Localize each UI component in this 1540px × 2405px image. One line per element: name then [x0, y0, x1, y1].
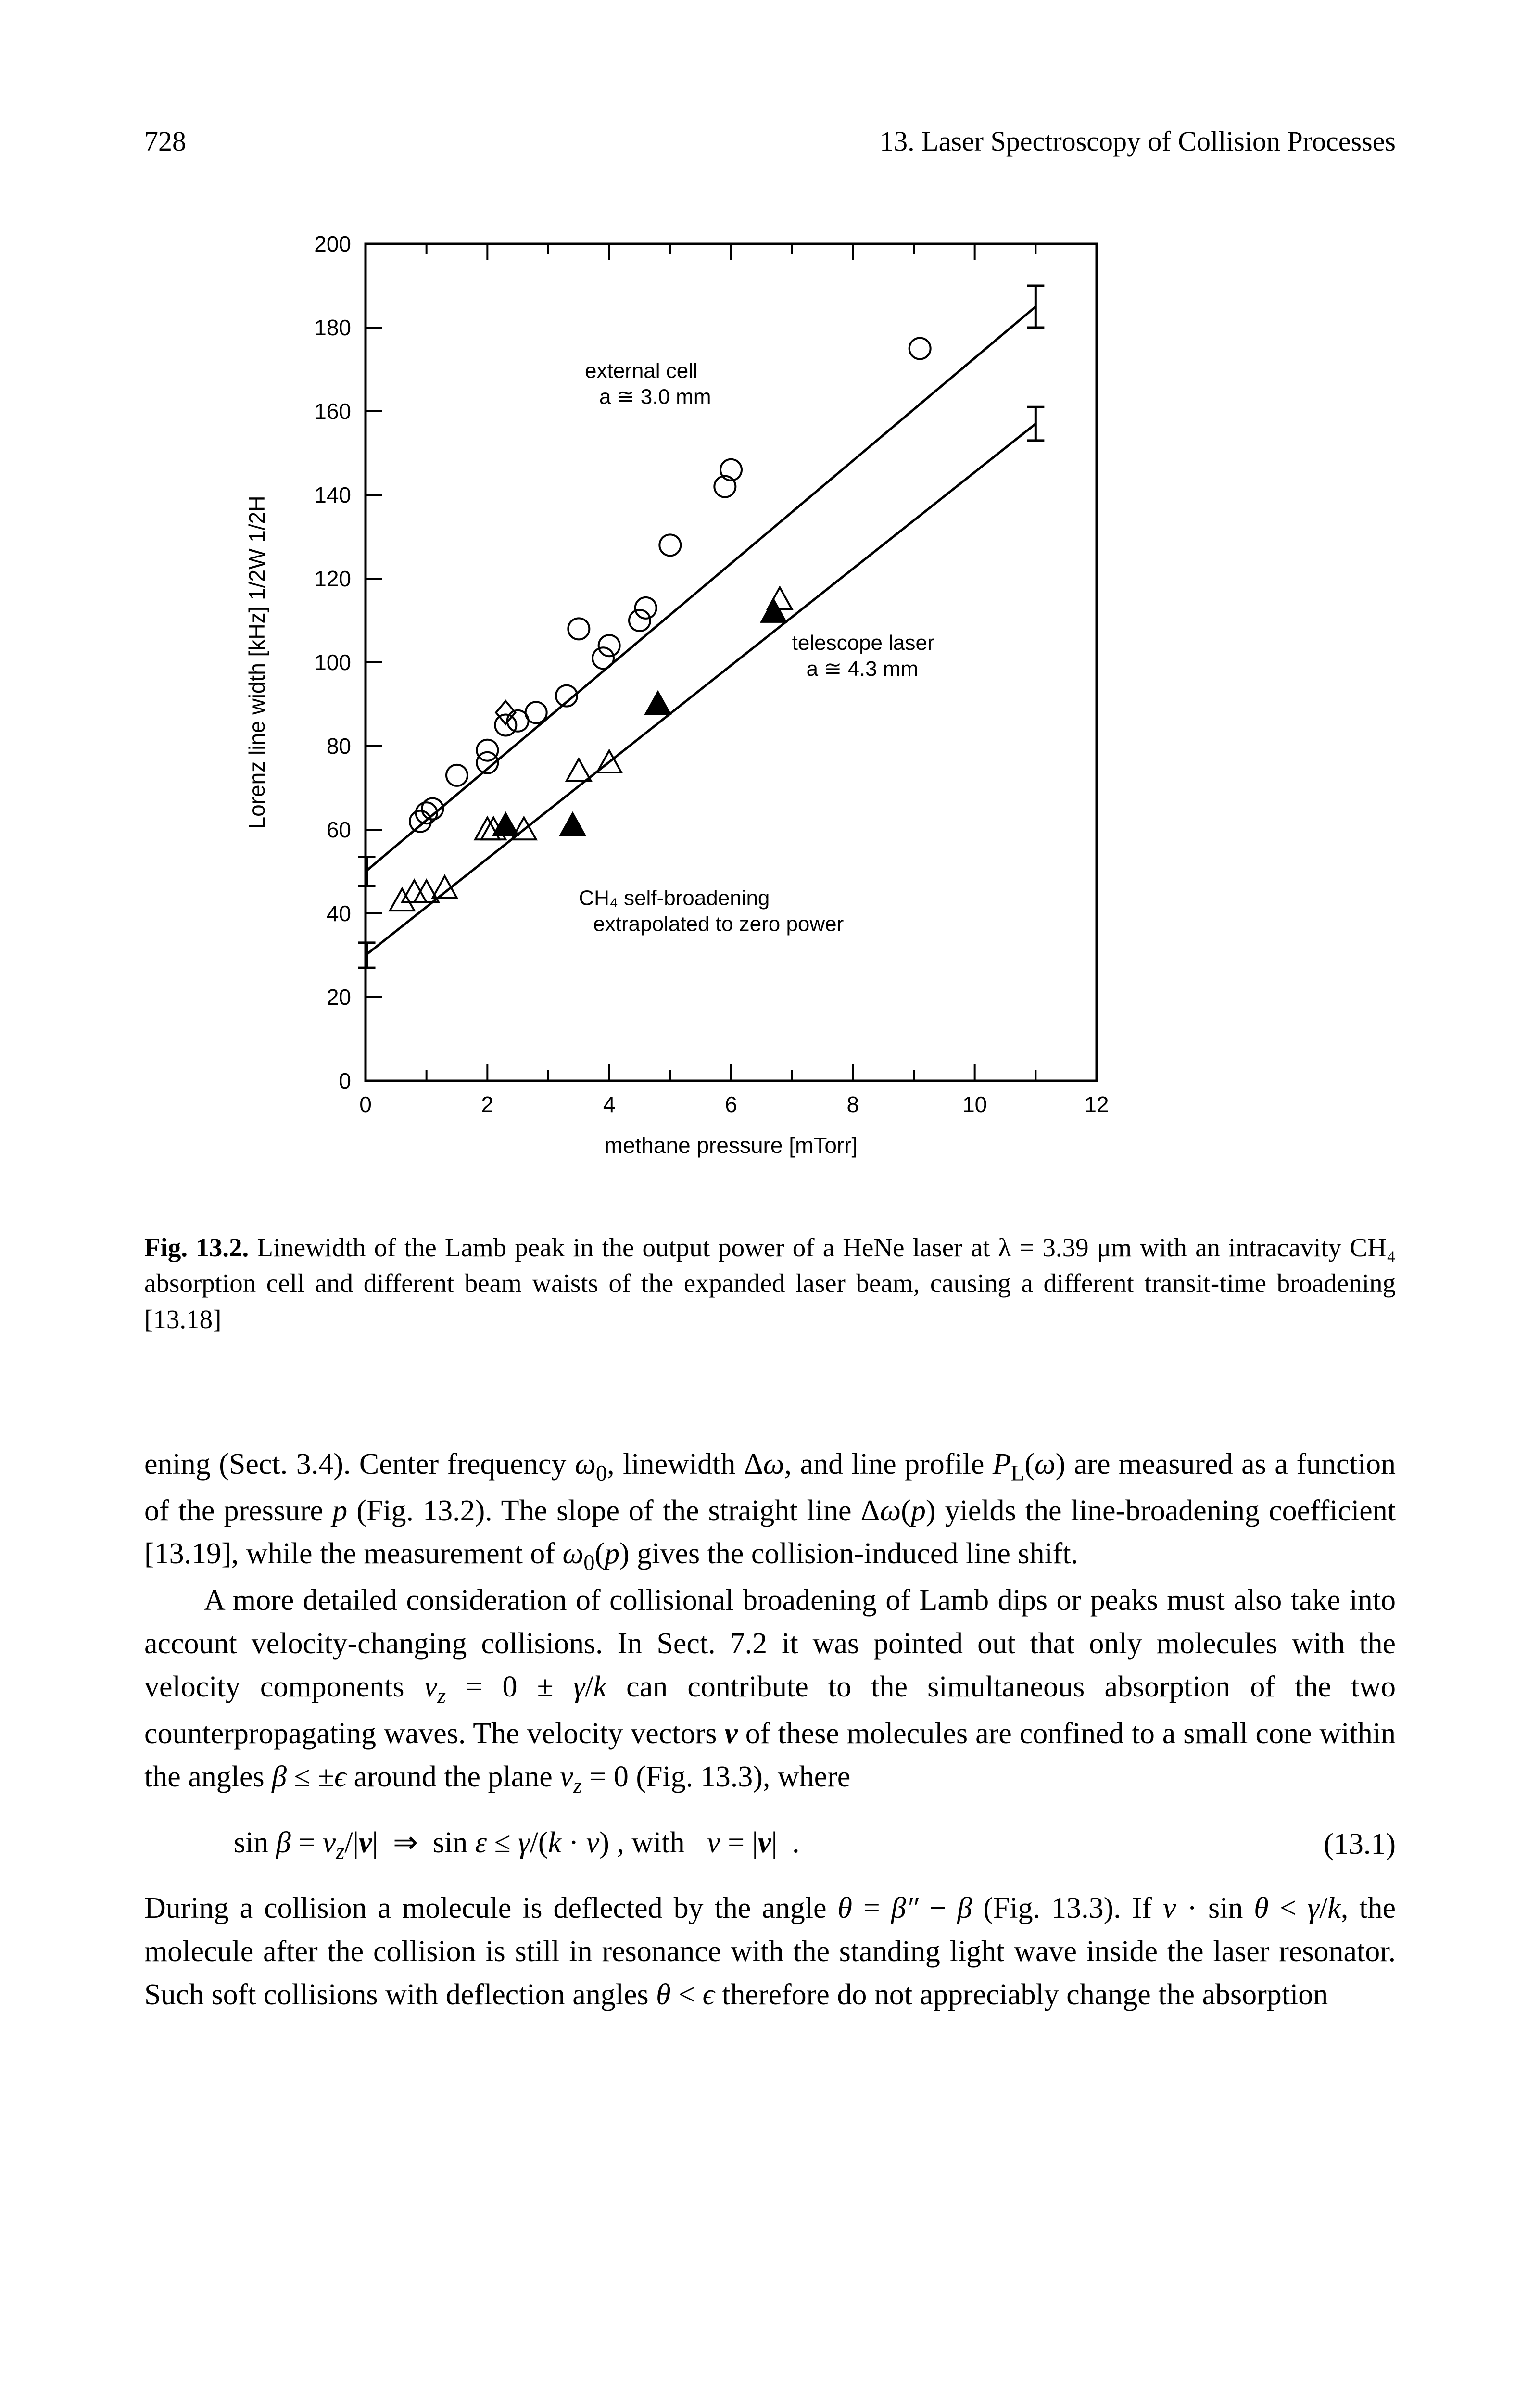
equation-13-1: sin β = vz/|v| ⇒ sin ε ≤ γ/(k · v) , wit… [144, 1822, 1396, 1868]
page-number: 728 [144, 125, 186, 157]
svg-text:8: 8 [847, 1092, 859, 1117]
svg-text:4: 4 [603, 1092, 616, 1117]
svg-text:methane pressure [mTorr]: methane pressure [mTorr] [605, 1133, 858, 1158]
equation-body: sin β = vz/|v| ⇒ sin ε ≤ γ/(k · v) , wit… [144, 1822, 800, 1868]
svg-text:140: 140 [314, 482, 351, 507]
svg-text:extrapolated to zero power: extrapolated to zero power [593, 912, 844, 936]
svg-text:200: 200 [314, 231, 351, 256]
svg-text:a ≅ 3.0 mm: a ≅ 3.0 mm [599, 385, 711, 408]
paragraph-2: A more detailed consideration of collisi… [144, 1579, 1396, 1802]
page-header: 728 13. Laser Spectroscopy of Collision … [144, 125, 1396, 157]
svg-text:0: 0 [339, 1068, 351, 1093]
svg-text:2: 2 [481, 1092, 494, 1117]
svg-text:180: 180 [314, 315, 351, 340]
svg-text:80: 80 [327, 734, 351, 759]
page: 728 13. Laser Spectroscopy of Collision … [0, 0, 1540, 2405]
svg-text:Lorenz line width [kHz] 1/2W: Lorenz line width [kHz] 1/2W 1/2H [244, 496, 269, 829]
figure-label: Fig. 13.2. [144, 1233, 249, 1262]
svg-text:10: 10 [962, 1092, 987, 1117]
svg-text:a ≅ 4.3 mm: a ≅ 4.3 mm [807, 657, 918, 681]
paragraph-3: During a collision a molecule is deflect… [144, 1887, 1396, 2017]
svg-text:6: 6 [725, 1092, 737, 1117]
svg-text:40: 40 [327, 901, 351, 926]
svg-text:100: 100 [314, 650, 351, 675]
svg-text:telescope laser: telescope laser [792, 631, 934, 655]
svg-text:160: 160 [314, 399, 351, 424]
body-text: ening (Sect. 3.4). Center frequency ω0, … [144, 1443, 1396, 2017]
svg-text:120: 120 [314, 566, 351, 591]
equation-number: (13.1) [1324, 1823, 1396, 1866]
figure-caption-text: Linewidth of the Lamb peak in the output… [144, 1233, 1396, 1334]
svg-text:60: 60 [327, 817, 351, 842]
svg-text:12: 12 [1084, 1092, 1109, 1117]
svg-text:0: 0 [359, 1092, 372, 1117]
figure-caption: Fig. 13.2. Linewidth of the Lamb peak in… [144, 1230, 1396, 1337]
figure-13-2-chart: 024681012020406080100120140160180200meth… [221, 215, 1135, 1201]
paragraph-1: ening (Sect. 3.4). Center frequency ω0, … [144, 1443, 1396, 1580]
svg-text:20: 20 [327, 985, 351, 1010]
svg-text:CH₄ self-broadening: CH₄ self-broadening [579, 886, 770, 910]
svg-text:external cell: external cell [585, 359, 698, 382]
chart-svg: 024681012020406080100120140160180200meth… [221, 215, 1135, 1201]
running-head: 13. Laser Spectroscopy of Collision Proc… [880, 125, 1396, 157]
